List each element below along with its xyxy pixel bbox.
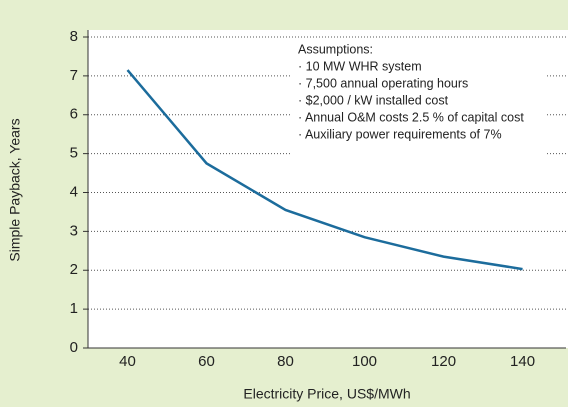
x-tick-label: 60 — [198, 353, 215, 370]
x-tick-label: 80 — [277, 353, 294, 370]
y-tick-label: 6 — [70, 106, 78, 123]
x-tick-label: 140 — [510, 353, 535, 370]
x-axis-label: Electricity Price, US$/MWh — [243, 386, 410, 402]
y-tick-label: 8 — [70, 28, 78, 45]
x-tick-label: 100 — [352, 353, 377, 370]
annotation-box — [290, 38, 546, 160]
annotation-item: · Auxiliary power requirements of 7% — [298, 127, 502, 141]
y-tick-label: 3 — [70, 222, 78, 239]
x-tick-label: 40 — [119, 353, 136, 370]
annotation-title: Assumptions: — [298, 42, 373, 56]
annotation-item: · 10 MW WHR system — [298, 59, 422, 73]
y-tick-label: 1 — [70, 300, 78, 317]
x-tick-label: 120 — [431, 353, 456, 370]
y-tick-label: 7 — [70, 67, 78, 84]
annotation-item: · 7,500 annual operating hours — [298, 76, 468, 90]
y-tick-label: 2 — [70, 261, 78, 278]
y-tick-label: 4 — [70, 183, 78, 200]
line-series — [126, 69, 523, 271]
annotation-item: · $2,000 / kW installed cost — [298, 93, 449, 107]
annotation-item: · Annual O&M costs 2.5 % of capital cost — [298, 110, 524, 124]
y-tick-label: 0 — [70, 339, 78, 356]
y-axis-label: Simple Payback, Years — [7, 118, 23, 261]
y-tick-label: 5 — [70, 145, 78, 162]
